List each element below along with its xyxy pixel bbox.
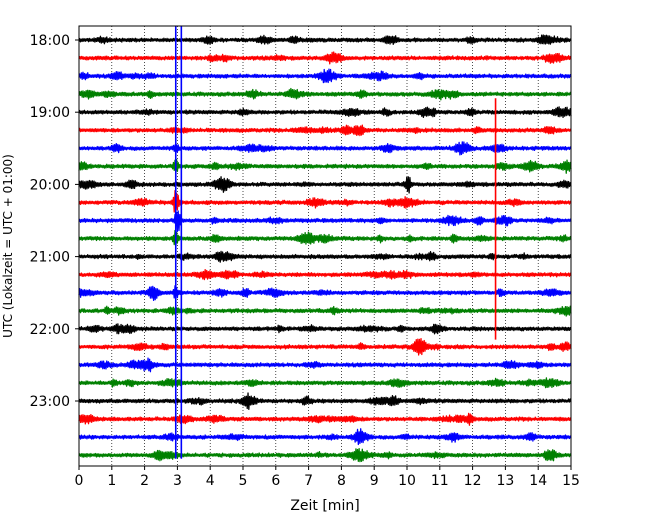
x-tick-label: 15 bbox=[562, 473, 580, 489]
trace-2345 bbox=[78, 448, 572, 463]
trace-2100 bbox=[78, 250, 572, 263]
event-layer bbox=[174, 26, 497, 459]
x-tick-label: 9 bbox=[370, 473, 379, 489]
grid-layer bbox=[111, 26, 539, 466]
x-tick-label: 7 bbox=[304, 473, 313, 489]
trace-2315 bbox=[78, 412, 572, 426]
x-axis-label: Zeit [min] bbox=[290, 498, 359, 514]
x-tick-label: 4 bbox=[206, 473, 215, 489]
trace-2200 bbox=[78, 323, 572, 335]
x-tick-label: 6 bbox=[271, 473, 280, 489]
trace-layer bbox=[78, 34, 572, 463]
plot-frame bbox=[78, 25, 572, 467]
tick-layer: 0 1 2 3 4 5 6 7 8 9 10 11 12 13 14 1518:0019:0020:0021:… bbox=[30, 33, 580, 489]
x-tick-label: 13 bbox=[496, 473, 514, 489]
trace-2300 bbox=[78, 392, 572, 410]
x-tick-label: 10 bbox=[398, 473, 416, 489]
y-tick-label: 19:00 bbox=[30, 105, 70, 121]
trace-1830 bbox=[78, 68, 572, 84]
trace-1845 bbox=[78, 87, 572, 101]
trace-2330 bbox=[78, 428, 572, 446]
trace-1945 bbox=[78, 158, 572, 174]
y-axis-label: UTC (Lokalzeit = UTC + 01:00) bbox=[1, 154, 15, 338]
x-tick-label: 12 bbox=[464, 473, 482, 489]
x-tick-label: 3 bbox=[173, 473, 182, 489]
trace-2215 bbox=[78, 338, 572, 356]
trace-2230 bbox=[78, 357, 572, 373]
trace-2245 bbox=[78, 377, 572, 389]
trace-2045 bbox=[78, 229, 572, 249]
x-tick-label: 2 bbox=[140, 473, 149, 489]
x-tick-label: 14 bbox=[529, 473, 547, 489]
trace-2145 bbox=[78, 305, 572, 317]
y-tick-label: 22:00 bbox=[30, 322, 70, 338]
y-tick-label: 18:00 bbox=[30, 33, 70, 49]
trace-2115 bbox=[78, 268, 572, 281]
y-tick-label: 23:00 bbox=[30, 394, 70, 410]
trace-1930 bbox=[78, 141, 572, 156]
trace-1915 bbox=[78, 124, 572, 137]
y-tick-label: 21:00 bbox=[30, 250, 70, 266]
trace-2130 bbox=[78, 285, 572, 302]
x-tick-label: 11 bbox=[431, 473, 449, 489]
trace-2015 bbox=[78, 190, 572, 213]
x-tick-label: 8 bbox=[337, 473, 346, 489]
y-tick-label: 20:00 bbox=[30, 177, 70, 193]
trace-2000 bbox=[78, 176, 572, 194]
x-tick-label: 1 bbox=[107, 473, 116, 489]
trace-1800 bbox=[78, 34, 572, 45]
trace-1815 bbox=[78, 51, 572, 65]
x-tick-label: 5 bbox=[239, 473, 248, 489]
trace-1900 bbox=[78, 106, 572, 119]
trace-2030 bbox=[78, 210, 572, 232]
x-tick-label: 0 bbox=[75, 473, 84, 489]
